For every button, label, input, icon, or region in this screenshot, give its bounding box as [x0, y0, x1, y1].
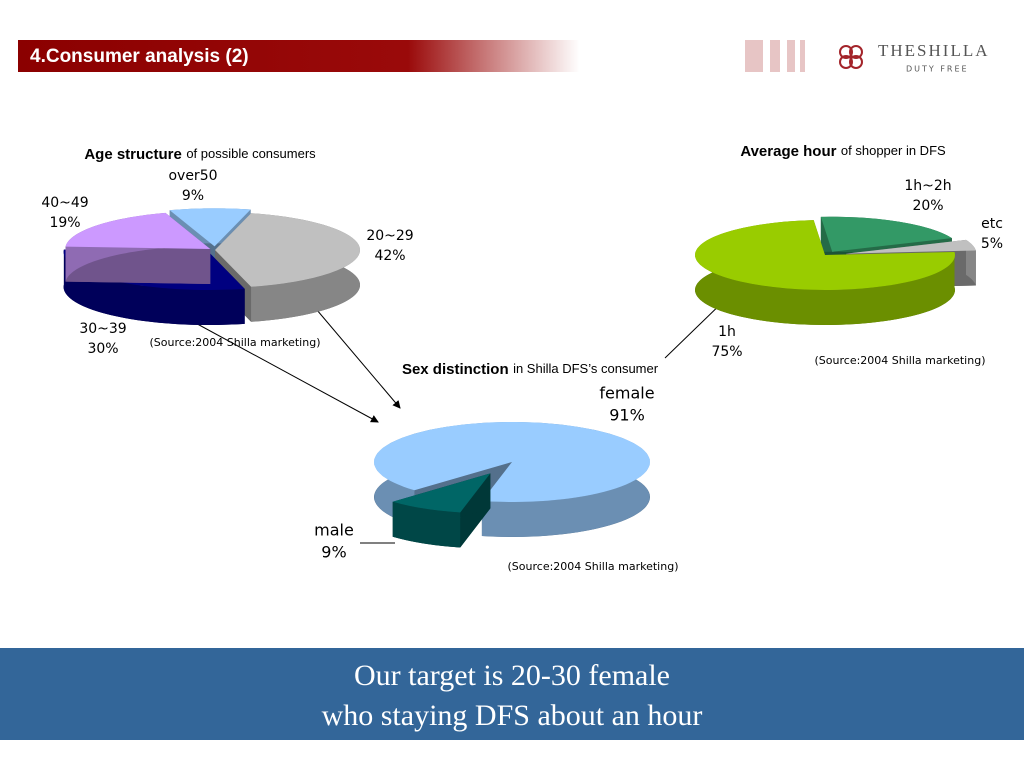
header-bar	[18, 40, 798, 72]
value-label: 20%	[912, 198, 943, 214]
title-sub: of possible consumers	[186, 146, 316, 161]
pie-slice	[215, 213, 360, 322]
value-label: 9%	[182, 188, 204, 204]
logo-sub: DUTY FREE	[906, 65, 969, 74]
chart-title: Sex distinction in Shilla DFS’s consumer	[402, 361, 659, 378]
slice-side	[63, 249, 245, 326]
slice-top	[374, 422, 650, 502]
slice-top	[846, 239, 976, 254]
slice-label: female	[599, 384, 654, 403]
charts: over50 9% 20~29 42% 30~39 30% 40~49 19% Age stru…	[41, 143, 1003, 573]
slice-side	[392, 501, 461, 548]
chart-title: Age structure of possible consumers	[84, 146, 316, 163]
value-label: 19%	[49, 215, 80, 231]
slice-top	[392, 473, 491, 513]
logo: THESHILLA	[878, 41, 989, 60]
slice-label: 40~49	[41, 195, 88, 211]
value-label: 91%	[609, 406, 645, 425]
source-note: (Source:2004 Shilla marketing)	[508, 560, 679, 573]
slice-top	[65, 212, 211, 250]
title-sub: of shopper in DFS	[841, 143, 946, 158]
arrow	[189, 319, 379, 423]
slice-label: male	[314, 521, 354, 540]
footer-line: Our target is 20-30 female	[354, 659, 670, 692]
header-stripes	[745, 40, 805, 72]
slice-label: 20~29	[366, 228, 413, 244]
slice-top	[169, 208, 251, 247]
slice-label: 1h~2h	[904, 178, 951, 194]
slice-top	[695, 220, 955, 290]
pie-slice	[65, 212, 211, 285]
value-label: 5%	[981, 236, 1003, 252]
title-main: Age structure	[84, 146, 182, 163]
slice-label: etc	[981, 216, 1003, 232]
source-note: (Source:2004 Shilla marketing)	[150, 336, 321, 349]
footer-band	[0, 648, 1024, 740]
pie-slice	[392, 473, 491, 548]
title-main: Sex distinction	[402, 361, 509, 378]
chart-title: Average hour of shopper in DFS	[740, 143, 946, 160]
value-label: 9%	[321, 543, 346, 562]
header-title: 4.Consumer analysis (2)	[30, 46, 249, 67]
logo-icon	[839, 45, 863, 69]
slice-label: over50	[168, 168, 217, 184]
title-sub: in Shilla DFS’s consumer	[513, 361, 659, 376]
value-label: 75%	[711, 344, 742, 360]
slice-side	[966, 239, 976, 286]
value-label: 30%	[87, 341, 118, 357]
slice-top	[820, 216, 952, 252]
source-note: (Source:2004 Shilla marketing)	[815, 354, 986, 367]
pie-slice	[695, 220, 955, 326]
title-main: Average hour	[740, 143, 836, 160]
slice-label: 30~39	[79, 321, 126, 337]
value-label: 42%	[374, 248, 405, 264]
footer-line: who staying DFS about an hour	[322, 699, 703, 732]
slice-top	[215, 213, 360, 287]
slice-label: 1h	[718, 324, 736, 340]
